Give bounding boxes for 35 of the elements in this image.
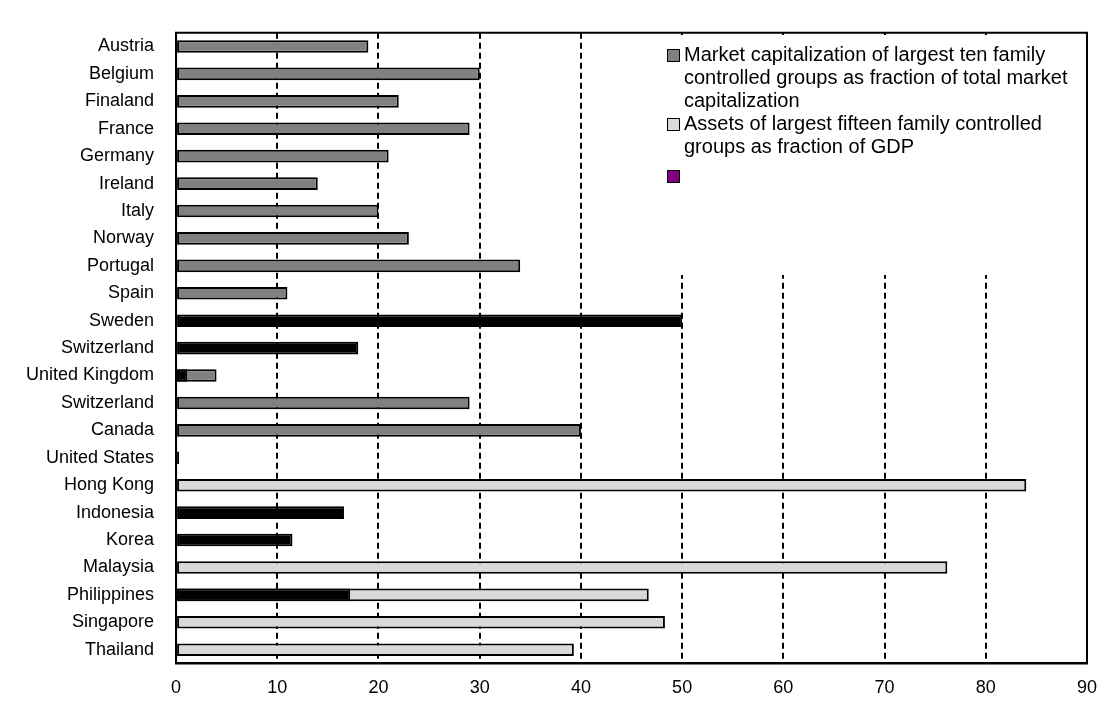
x-tick-label: 80 (975, 677, 996, 698)
x-tick-label: 20 (368, 677, 389, 698)
legend-label: Assets of largest fifteen family controlled groups as fraction of GDP (683, 111, 1043, 158)
y-tick-label: Korea (106, 528, 156, 549)
x-tick-label: 0 (171, 677, 182, 698)
y-tick-label: Italy (121, 199, 155, 220)
y-tick-label: Portugal (87, 254, 155, 275)
y-tick-label: France (98, 117, 155, 138)
y-tick-label: Malaysia (83, 556, 156, 577)
y-tick-label: Spain (108, 282, 155, 303)
y-tick-label: Belgium (89, 62, 155, 83)
y-tick-label: Austria (98, 35, 156, 56)
x-tick-label: 50 (672, 677, 693, 698)
y-tick-label: Finaland (85, 90, 155, 111)
y-tick-label: Singapore (72, 611, 155, 632)
y-tick-label: Philippines (67, 583, 155, 604)
y-tick-label: United Kingdom (26, 364, 155, 385)
y-tick-label: Thailand (85, 638, 155, 659)
y-tick-label: Hong Kong (64, 474, 155, 495)
x-tick-label: 70 (874, 677, 895, 698)
y-tick-label: United States (46, 446, 155, 467)
y-tick-label: Germany (80, 145, 155, 166)
y-tick-label: Indonesia (76, 501, 156, 522)
x-tick-label: 10 (267, 677, 288, 698)
y-tick-label: Canada (91, 419, 156, 440)
x-tick-label: 90 (1076, 677, 1097, 698)
y-tick-label: Switzerland (61, 391, 155, 412)
legend-label: Market capitalization of largest ten family controlled groups as fraction of total market capitalization (683, 42, 1069, 112)
y-tick-label: Switzerland (61, 337, 155, 358)
x-tick-label: 60 (773, 677, 794, 698)
y-tick-label: Ireland (99, 172, 155, 193)
x-tick-label: 40 (570, 677, 591, 698)
x-tick-label: 30 (469, 677, 490, 698)
y-tick-label: Sweden (89, 309, 155, 330)
y-tick-label: Norway (93, 227, 155, 248)
